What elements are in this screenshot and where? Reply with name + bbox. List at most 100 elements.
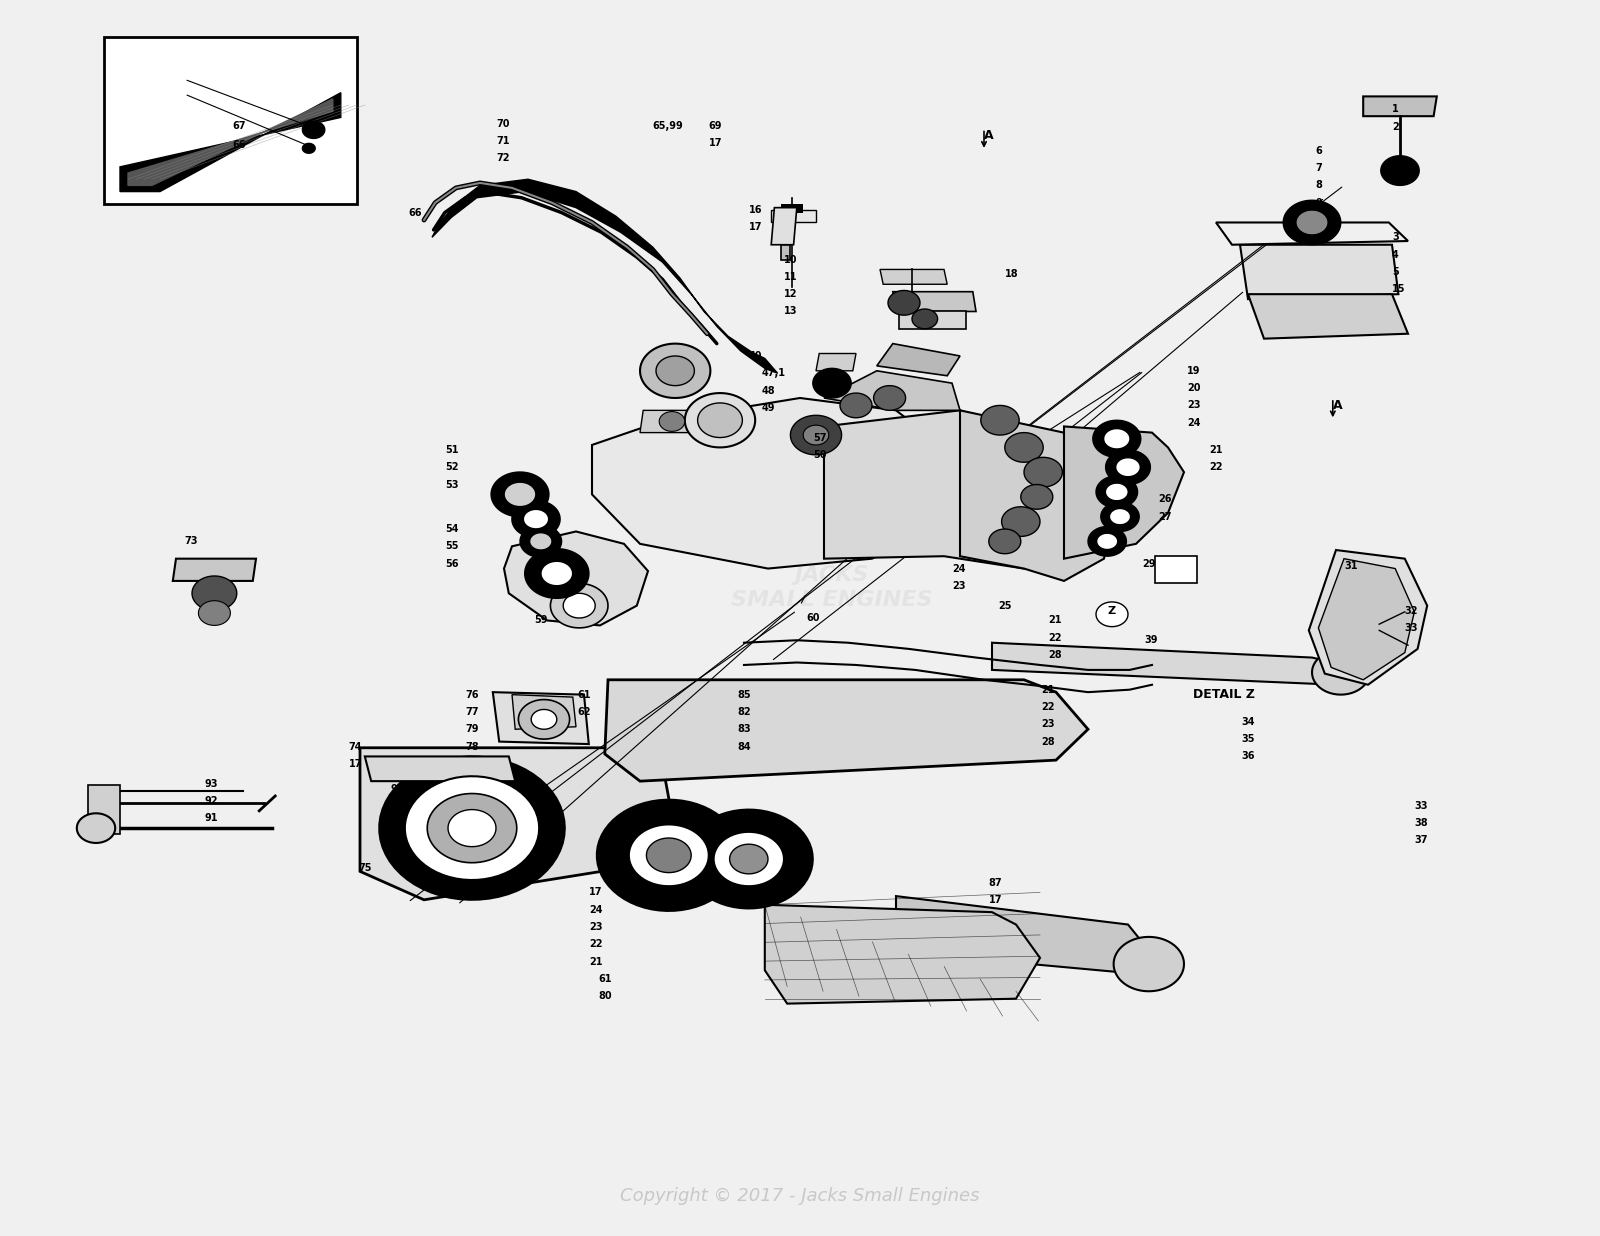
Text: 33: 33 [1414,801,1427,811]
Polygon shape [1296,210,1328,235]
Polygon shape [1363,96,1437,116]
Text: A: A [984,130,994,142]
Polygon shape [888,290,920,315]
Text: 62: 62 [578,707,590,717]
Text: 1: 1 [1392,104,1398,114]
Polygon shape [531,709,557,729]
Polygon shape [198,601,230,625]
Polygon shape [685,810,813,908]
Polygon shape [1101,502,1139,531]
Polygon shape [893,292,976,311]
Polygon shape [128,99,333,185]
Polygon shape [813,368,851,398]
Polygon shape [981,405,1019,435]
Polygon shape [504,482,536,507]
Text: 93: 93 [205,779,218,789]
Text: 79: 79 [466,724,478,734]
Text: 54: 54 [445,524,458,534]
Polygon shape [550,583,608,628]
Text: 17: 17 [749,222,762,232]
Polygon shape [896,896,1152,974]
Polygon shape [1106,450,1150,485]
Polygon shape [698,403,742,438]
Polygon shape [405,776,539,880]
Polygon shape [781,245,790,260]
Text: 72: 72 [496,153,509,163]
Text: 77: 77 [466,707,478,717]
Text: 61: 61 [598,974,611,984]
Polygon shape [1021,485,1053,509]
Polygon shape [1104,429,1130,449]
Polygon shape [1106,483,1128,501]
Text: 17: 17 [349,759,362,769]
Polygon shape [781,204,803,213]
Polygon shape [525,549,589,598]
Text: 17: 17 [709,138,722,148]
Text: 10: 10 [784,255,797,265]
Text: 65,99: 65,99 [653,121,683,131]
Text: 91: 91 [205,813,218,823]
Polygon shape [824,371,960,410]
Polygon shape [448,810,496,847]
Text: 3: 3 [1392,232,1398,242]
Polygon shape [874,386,906,410]
Polygon shape [504,531,648,625]
Text: 61: 61 [578,690,590,700]
Text: 9: 9 [1315,198,1322,208]
Text: 29: 29 [1142,559,1155,569]
Text: 67: 67 [232,121,245,131]
Polygon shape [77,813,115,843]
Text: 25: 25 [998,601,1011,611]
Text: 95: 95 [390,784,403,794]
Text: 23: 23 [952,581,965,591]
Polygon shape [912,309,938,329]
Polygon shape [640,410,704,433]
Text: 19: 19 [1187,366,1200,376]
Text: 21: 21 [589,957,602,967]
Text: 32: 32 [1405,606,1418,616]
Polygon shape [992,643,1344,685]
Polygon shape [790,415,842,455]
Polygon shape [816,353,856,371]
Text: 24: 24 [589,905,602,915]
Polygon shape [530,533,552,550]
Polygon shape [1283,200,1341,245]
Text: 8: 8 [1315,180,1322,190]
Text: 4: 4 [1392,250,1398,260]
Text: 33: 33 [1405,623,1418,633]
Polygon shape [523,509,549,529]
Text: 35: 35 [1242,734,1254,744]
Polygon shape [173,559,256,581]
Polygon shape [597,800,741,911]
Polygon shape [1155,556,1197,583]
Polygon shape [646,838,691,873]
Text: 66: 66 [232,140,245,150]
Text: 24: 24 [952,564,965,574]
Text: 71: 71 [496,136,509,146]
Text: 22: 22 [589,939,602,949]
Polygon shape [960,410,1112,581]
Polygon shape [1114,937,1184,991]
Text: 21: 21 [1210,445,1222,455]
Text: 17: 17 [989,895,1002,905]
Text: 36: 36 [1242,751,1254,761]
Polygon shape [765,905,1040,1004]
Polygon shape [1093,420,1141,457]
Text: 28: 28 [1042,737,1056,747]
Text: 83: 83 [738,724,752,734]
Polygon shape [877,344,960,376]
Text: 24: 24 [1187,418,1200,428]
Text: 80: 80 [598,991,613,1001]
Text: 2: 2 [1392,122,1398,132]
Text: 59: 59 [534,616,547,625]
Text: 60: 60 [806,613,819,623]
Text: 18: 18 [1005,269,1019,279]
Polygon shape [520,525,562,557]
Text: A: A [1333,399,1342,412]
Polygon shape [880,269,947,284]
Polygon shape [592,398,936,569]
Text: 39: 39 [1144,635,1157,645]
Polygon shape [1381,156,1419,185]
Polygon shape [989,529,1021,554]
Text: 53: 53 [445,480,458,489]
